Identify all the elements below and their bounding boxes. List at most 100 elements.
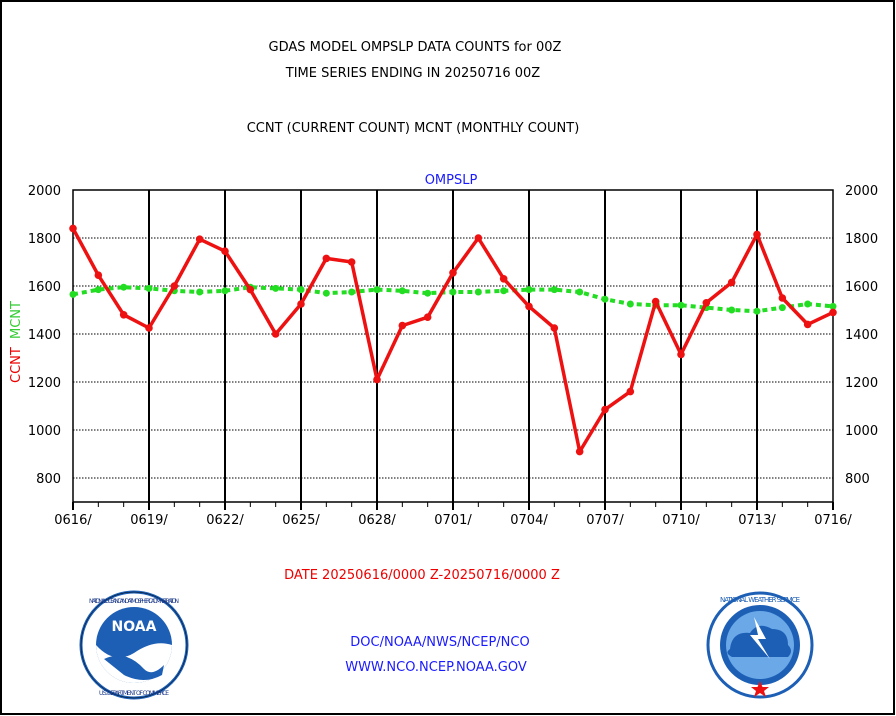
url-link[interactable]: WWW.NCO.NCEP.NOAA.GOV — [345, 660, 527, 675]
noaa-logo: NOAA NATIONAL OCEANIC AND ATMOSPHERIC AD… — [79, 590, 189, 700]
y-tick-label-right: 1200 — [845, 376, 878, 391]
data-point-ccnt — [94, 271, 103, 280]
y-axis-right-ticks: 800 1000 1200 1400 1600 1800 2000 — [845, 184, 878, 487]
data-point-ccnt — [601, 405, 609, 414]
x-tick-label: 0716/ — [814, 513, 852, 528]
data-point-ccnt — [69, 224, 77, 233]
nws-logo: NATIONAL WEATHER SERVICE — [706, 591, 814, 699]
data-point-ccnt — [550, 324, 559, 332]
vertical-gridlines — [148, 190, 758, 502]
x-axis-ticks: 0616/0619/0622/0625/0628/0701/0704/0707/… — [54, 502, 852, 528]
data-point-ccnt — [373, 375, 381, 384]
data-point-ccnt — [651, 297, 660, 306]
x-tick-label: 0701/ — [434, 513, 472, 528]
data-point-mcnt — [120, 283, 128, 291]
data-point-ccnt — [423, 313, 432, 322]
y-tick-label-left: 800 — [36, 472, 61, 487]
series-ccnt — [69, 224, 837, 456]
chart-title: OMPSLP — [425, 173, 478, 188]
y-axis-label-ccnt: CCNT — [9, 347, 24, 383]
y-tick-label-right: 1800 — [845, 232, 878, 247]
x-tick-label: 0628/ — [358, 513, 396, 528]
data-point-ccnt — [145, 324, 153, 332]
star-icon — [751, 681, 769, 697]
data-point-mcnt — [804, 300, 812, 308]
data-point-ccnt — [829, 308, 837, 317]
y-tick-label-left: 1800 — [28, 232, 61, 247]
x-tick-label: 0616/ — [54, 513, 92, 528]
org-label: DOC/NOAA/NWS/NCEP/NCO — [350, 635, 529, 650]
y-axis-label-mcnt: MCNT — [9, 301, 24, 339]
y-tick-label-right: 1600 — [845, 280, 878, 295]
y-tick-label-left: 1000 — [28, 424, 61, 439]
data-point-ccnt — [398, 321, 407, 330]
x-tick-label: 0704/ — [510, 513, 548, 528]
data-point-mcnt — [221, 287, 229, 295]
data-point-ccnt — [474, 234, 483, 242]
x-tick-label: 0707/ — [586, 513, 624, 528]
horizontal-gridlines — [73, 237, 833, 479]
data-point-mcnt — [550, 286, 558, 294]
nws-logo-ring-text: NATIONAL WEATHER SERVICE — [720, 596, 800, 604]
data-point-mcnt — [322, 289, 330, 297]
data-point-ccnt — [626, 387, 635, 396]
data-point-ccnt — [221, 247, 229, 255]
data-point-ccnt — [297, 300, 305, 308]
data-point-mcnt — [829, 302, 837, 310]
y-tick-label-right: 2000 — [845, 184, 878, 199]
data-point-mcnt — [424, 289, 432, 297]
data-point-mcnt — [145, 284, 153, 292]
data-point-ccnt — [727, 278, 736, 287]
data-point-ccnt — [803, 320, 812, 329]
noaa-logo-text: NOAA — [112, 619, 157, 635]
y-tick-label-left: 1600 — [28, 280, 61, 295]
data-point-ccnt — [271, 330, 280, 338]
data-point-mcnt — [474, 288, 482, 296]
data-point-ccnt — [575, 447, 584, 456]
data-point-ccnt — [753, 230, 761, 239]
data-point-mcnt — [753, 307, 761, 315]
data-point-ccnt — [246, 285, 255, 294]
x-tick-label: 0713/ — [738, 513, 776, 528]
x-tick-label: 0622/ — [206, 513, 244, 528]
header-line-1: GDAS MODEL OMPSLP DATA COUNTS for 00Z — [269, 40, 562, 55]
x-tick-label: 0625/ — [282, 513, 320, 528]
data-point-mcnt — [525, 286, 533, 294]
data-point-ccnt — [499, 275, 508, 283]
y-tick-label-left: 2000 — [28, 184, 61, 199]
noaa-logo-ring-text: NATIONAL OCEANIC AND ATMOSPHERIC ADMINIS… — [89, 598, 179, 605]
data-point-mcnt — [297, 286, 305, 294]
data-point-mcnt — [348, 288, 356, 296]
data-point-ccnt — [778, 294, 787, 302]
data-point-mcnt — [69, 290, 77, 298]
data-point-mcnt — [601, 295, 609, 303]
data-point-mcnt — [576, 288, 584, 296]
data-point-mcnt — [398, 287, 406, 295]
data-point-mcnt — [94, 286, 102, 294]
data-point-mcnt — [626, 300, 634, 308]
y-tick-label-right: 1000 — [845, 424, 878, 439]
header-line-2: TIME SERIES ENDING IN 20250716 00Z — [285, 66, 541, 81]
header-line-3: CCNT (CURRENT COUNT) MCNT (MONTHLY COUNT… — [247, 121, 580, 136]
data-point-mcnt — [196, 288, 204, 296]
data-point-mcnt — [449, 288, 457, 296]
y-axis-left-ticks: 800 1000 1200 1400 1600 1800 2000 — [28, 184, 61, 487]
data-point-ccnt — [170, 282, 179, 290]
x-tick-label: 0619/ — [130, 513, 168, 528]
data-point-ccnt — [449, 269, 457, 277]
data-point-ccnt — [677, 350, 685, 359]
data-point-mcnt — [778, 304, 786, 312]
date-range-label: DATE 20250616/0000 Z-20250716/0000 Z — [284, 568, 560, 583]
data-point-mcnt — [677, 301, 685, 309]
data-point-mcnt — [373, 286, 381, 294]
data-point-ccnt — [347, 258, 356, 266]
y-axis-label: CCNT MCNT — [9, 301, 24, 383]
data-point-mcnt — [728, 306, 736, 314]
noaa-logo-bottom-text: U.S. DEPARTMENT OF COMMERCE — [99, 690, 169, 697]
x-tick-label: 0710/ — [662, 513, 700, 528]
data-point-mcnt — [500, 287, 508, 295]
data-point-ccnt — [195, 235, 204, 243]
data-point-ccnt — [322, 254, 331, 263]
